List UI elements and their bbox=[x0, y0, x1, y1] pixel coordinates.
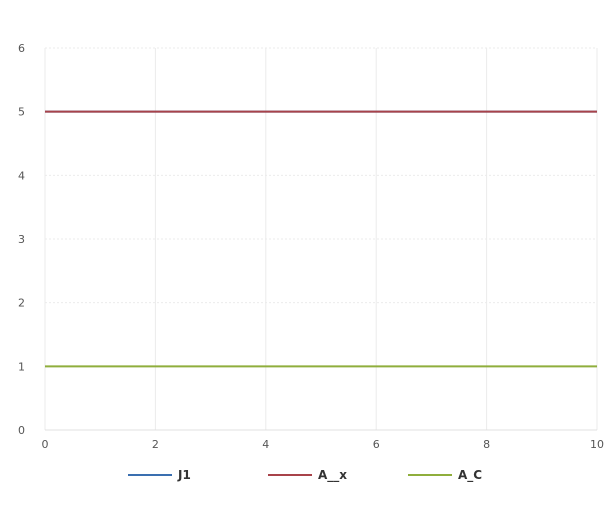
legend: J1 A__x A_C bbox=[128, 468, 482, 483]
grid bbox=[44, 47, 598, 430]
legend-label: J1 bbox=[177, 468, 191, 482]
series-lines bbox=[45, 110, 597, 368]
y-tick-label: 0 bbox=[18, 424, 25, 437]
y-tick-label: 5 bbox=[18, 106, 25, 119]
x-tick-label: 6 bbox=[373, 438, 380, 451]
x-tick-label: 10 bbox=[590, 438, 604, 451]
legend-label: A_C bbox=[458, 468, 482, 483]
y-tick-label: 6 bbox=[18, 42, 25, 55]
x-tick-label: 8 bbox=[483, 438, 490, 451]
x-tick-label: 0 bbox=[42, 438, 49, 451]
legend-label: A__x bbox=[318, 468, 347, 483]
y-tick-label: 4 bbox=[18, 169, 25, 182]
axes: 0 2 4 6 8 10 0 1 2 3 4 5 6 bbox=[18, 42, 604, 451]
x-tick-label: 2 bbox=[152, 438, 159, 451]
y-tick-label: 3 bbox=[18, 233, 25, 246]
y-tick-label: 1 bbox=[18, 360, 25, 373]
x-tick-label: 4 bbox=[262, 438, 269, 451]
y-tick-label: 2 bbox=[18, 297, 25, 310]
